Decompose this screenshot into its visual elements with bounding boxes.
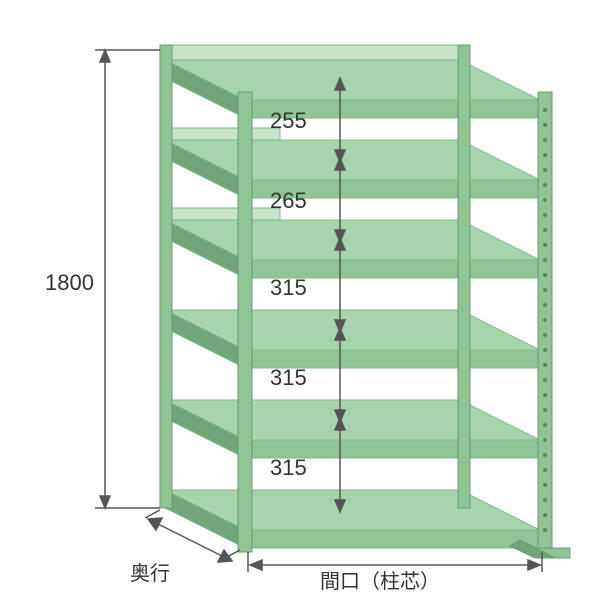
shelf-6 bbox=[165, 490, 540, 548]
dim-spacing-5: 315 bbox=[270, 455, 307, 480]
shelf-4 bbox=[165, 310, 540, 368]
shelf-5 bbox=[165, 400, 540, 458]
dim-height-value: 1800 bbox=[45, 270, 94, 295]
dim-spacing-1: 255 bbox=[270, 108, 307, 133]
dim-spacing-4: 315 bbox=[270, 365, 307, 390]
shelf-3 bbox=[165, 208, 540, 278]
rack-diagram: 1800 255 265 315 315 315 奥行 bbox=[0, 0, 600, 600]
dim-depth-label: 奥行 bbox=[130, 562, 170, 585]
shelf-2 bbox=[165, 128, 540, 198]
shelf-1 bbox=[165, 45, 540, 118]
dim-width bbox=[248, 552, 542, 572]
dim-height-total bbox=[95, 50, 160, 508]
posts bbox=[160, 45, 570, 558]
dim-spacing-2: 265 bbox=[270, 188, 307, 213]
dim-width-label: 間口（柱芯） bbox=[320, 570, 440, 593]
dim-spacing-3: 315 bbox=[270, 275, 307, 300]
